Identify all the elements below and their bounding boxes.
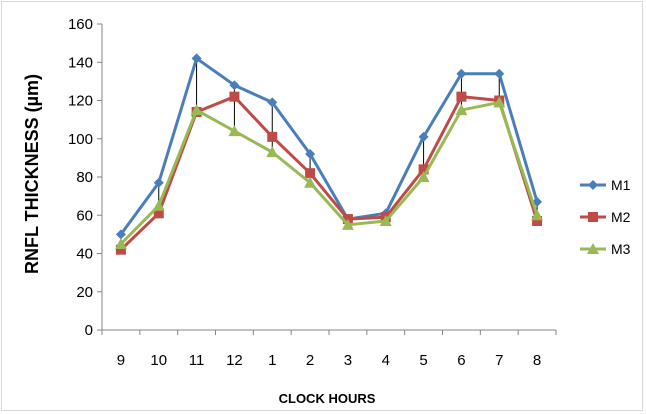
x-tick-label: 7: [495, 352, 503, 369]
data-point: [115, 229, 126, 240]
x-tick-label: 6: [457, 352, 465, 369]
data-point: [304, 176, 317, 188]
x-tick-label: 12: [226, 352, 243, 369]
y-tick-label: 120: [68, 93, 93, 110]
series-group: [114, 53, 544, 255]
legend-marker: [587, 243, 599, 254]
y-tick-label: 100: [68, 131, 93, 148]
y-tick-label: 160: [68, 16, 93, 33]
drop-lines: [120, 58, 538, 250]
data-point: [190, 104, 203, 116]
series-line: [119, 56, 539, 236]
series-m3: [114, 96, 544, 249]
legend-marker: [588, 212, 598, 222]
data-point: [152, 199, 165, 211]
x-axis-title: CLOCK HOURS: [279, 391, 376, 406]
series-m1: [115, 53, 543, 240]
data-point: [531, 209, 544, 221]
data-point: [153, 208, 164, 219]
data-point: [115, 244, 126, 255]
x-tick-label: 3: [344, 352, 352, 369]
legend-label: M1: [611, 177, 631, 193]
data-point: [305, 149, 316, 160]
data-point: [267, 131, 278, 142]
y-tick-label: 140: [68, 54, 93, 71]
data-point: [456, 68, 467, 79]
x-tick-label: 9: [117, 352, 125, 369]
data-point: [418, 131, 429, 142]
x-tick-label: 1: [268, 352, 276, 369]
data-point: [455, 104, 468, 116]
data-point: [229, 91, 240, 102]
data-point: [418, 164, 429, 175]
x-tick-label: 2: [306, 352, 314, 369]
series-line: [119, 100, 539, 245]
series-line: [119, 95, 539, 251]
legend-marker: [588, 180, 598, 190]
legend-label: M3: [611, 241, 631, 257]
data-point: [341, 218, 354, 230]
x-tick-label: 4: [382, 352, 390, 369]
y-tick-label: 40: [76, 246, 93, 263]
y-tick-label: 0: [85, 322, 93, 339]
x-tick-label: 10: [150, 352, 167, 369]
data-point: [494, 68, 505, 79]
x-tick-label: 11: [189, 352, 205, 369]
data-point: [417, 171, 430, 182]
y-tick-label: 80: [76, 169, 93, 186]
data-point: [266, 146, 279, 158]
y-tick-labels: 0 20 40 60 80 100 120 140 160: [68, 16, 93, 339]
data-point: [379, 214, 392, 226]
y-tick-label: 20: [76, 284, 93, 301]
data-point: [114, 237, 127, 249]
data-point: [191, 53, 202, 64]
data-point: [532, 215, 543, 226]
y-axis-title: RNFL THICKNESS (µm): [22, 74, 42, 274]
axes: [97, 23, 557, 335]
data-point: [228, 125, 241, 137]
legend-label: M2: [611, 209, 631, 225]
data-point: [153, 177, 164, 188]
data-point: [267, 97, 278, 108]
data-point: [229, 80, 240, 91]
data-point: [305, 168, 316, 179]
data-point: [456, 91, 467, 102]
legend-item-m2: M2: [580, 209, 631, 225]
x-tick-label: 5: [419, 352, 427, 369]
y-tick-label: 60: [76, 207, 93, 224]
x-tick-label: 8: [533, 352, 541, 369]
data-point: [493, 96, 506, 108]
legend-item-m3: M3: [580, 241, 631, 257]
legend: M1 M2 M3: [580, 177, 631, 257]
x-tick-labels: 9 10 11 12 1 2 3 4 5 6 7 8: [117, 352, 542, 369]
legend-item-m1: M1: [580, 177, 631, 193]
